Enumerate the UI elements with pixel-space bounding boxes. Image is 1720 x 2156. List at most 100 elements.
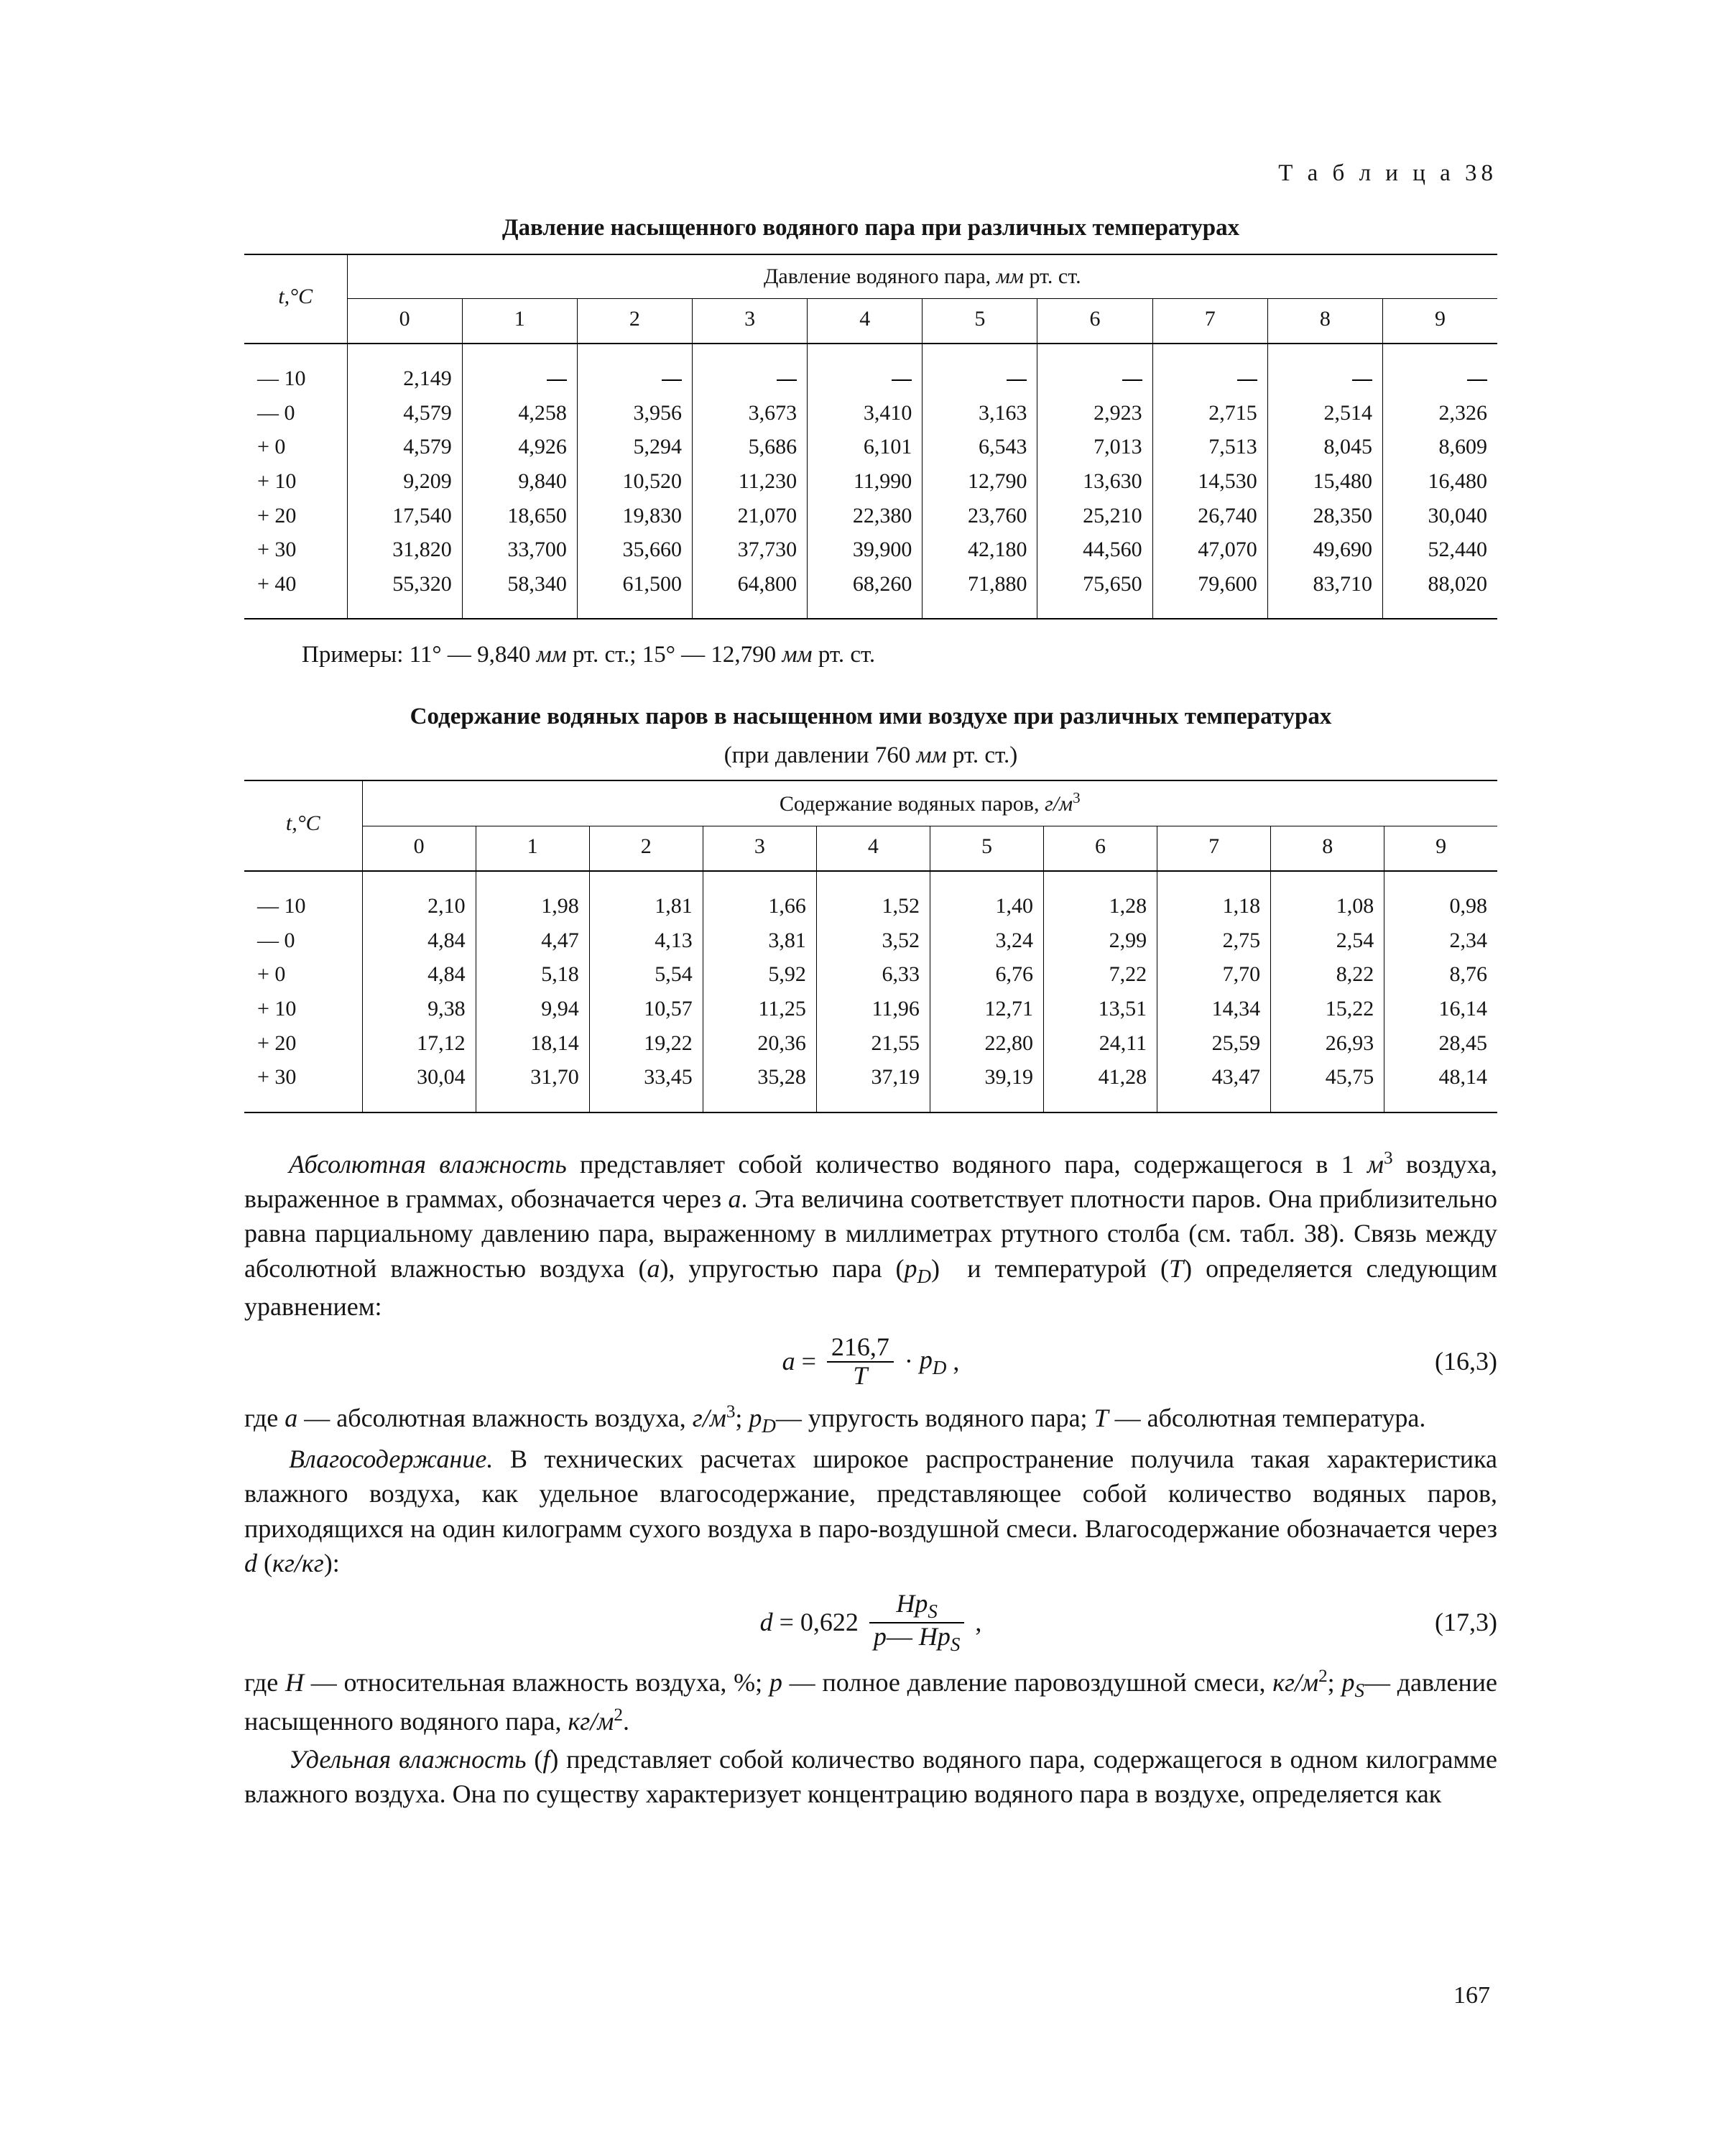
table-cell: 2,715 <box>1152 396 1267 430</box>
paragraph-2: где a — абсолютная влажность воздуха, г/… <box>244 1400 1497 1439</box>
table-row-label: + 30 <box>244 533 347 567</box>
table-cell: 12,71 <box>930 992 1043 1026</box>
table-row-label: + 0 <box>244 957 362 992</box>
table-cell: 3,24 <box>930 923 1043 958</box>
table-cell: 9,209 <box>347 464 462 499</box>
table-cell: 17,540 <box>347 499 462 533</box>
table-cell <box>1267 361 1382 396</box>
table-cell: 4,926 <box>462 430 577 464</box>
table-cell: 3,956 <box>577 396 692 430</box>
table-cell: 11,230 <box>693 464 808 499</box>
table-cell: 71,880 <box>923 567 1037 602</box>
table-cell: 75,650 <box>1037 567 1152 602</box>
table-cell: 3,410 <box>808 396 923 430</box>
table-row-label: — 0 <box>244 396 347 430</box>
table-cell <box>462 361 577 396</box>
table-cell: 21,55 <box>816 1026 930 1061</box>
table-cell: 14,530 <box>1152 464 1267 499</box>
table-cell: 4,579 <box>347 430 462 464</box>
table-cell: 9,840 <box>462 464 577 499</box>
table-cell: 7,22 <box>1044 957 1157 992</box>
table-cell: 83,710 <box>1267 567 1382 602</box>
table-cell: 16,14 <box>1384 992 1497 1026</box>
table-cell <box>923 361 1037 396</box>
table-cell: 1,40 <box>930 889 1043 923</box>
table-cell: 2,99 <box>1044 923 1157 958</box>
table-cell: 5,54 <box>589 957 703 992</box>
table1: t,°CДавление водяного пара, мм рт. ст.01… <box>244 254 1497 619</box>
table-cell: 8,045 <box>1267 430 1382 464</box>
table-cell: 2,149 <box>347 361 462 396</box>
table-cell: 11,990 <box>808 464 923 499</box>
table-cell: 0,98 <box>1384 889 1497 923</box>
table-cell: 1,52 <box>816 889 930 923</box>
table-cell: 5,18 <box>476 957 589 992</box>
table-row-label: + 0 <box>244 430 347 464</box>
table-row-label: + 10 <box>244 464 347 499</box>
paragraph-5: Удельная влажность (f) представляет собо… <box>244 1742 1497 1811</box>
table-cell: 61,500 <box>577 567 692 602</box>
table-row-label: + 30 <box>244 1060 362 1095</box>
table-cell: 21,070 <box>693 499 808 533</box>
table-cell: 4,84 <box>362 923 476 958</box>
table-cell: 52,440 <box>1382 533 1497 567</box>
table-cell: 24,11 <box>1044 1026 1157 1061</box>
table-cell: 58,340 <box>462 567 577 602</box>
table-cell: 3,673 <box>693 396 808 430</box>
table-cell: 35,660 <box>577 533 692 567</box>
table-cell: 30,04 <box>362 1060 476 1095</box>
table-cell: 16,480 <box>1382 464 1497 499</box>
table-cell: 6,33 <box>816 957 930 992</box>
table-cell: 43,47 <box>1157 1060 1271 1095</box>
table-cell: 30,040 <box>1382 499 1497 533</box>
table-cell: 37,19 <box>816 1060 930 1095</box>
table-row-label: — 0 <box>244 923 362 958</box>
table-cell: 5,92 <box>703 957 816 992</box>
paragraph-4: где H — относительная влажность воздуха,… <box>244 1664 1497 1739</box>
table-cell: 79,600 <box>1152 567 1267 602</box>
table-cell: 35,28 <box>703 1060 816 1095</box>
table-cell: 11,96 <box>816 992 930 1026</box>
table2-subtitle: (при давлении 760 мм рт. ст.) <box>244 740 1497 772</box>
table-cell: 19,22 <box>589 1026 703 1061</box>
table-cell: 48,14 <box>1384 1060 1497 1095</box>
table-cell: 4,13 <box>589 923 703 958</box>
table-cell: 1,18 <box>1157 889 1271 923</box>
table-cell: 9,38 <box>362 992 476 1026</box>
table-cell: 22,80 <box>930 1026 1043 1061</box>
table-cell: 6,101 <box>808 430 923 464</box>
table-cell: 1,98 <box>476 889 589 923</box>
table-cell: 14,34 <box>1157 992 1271 1026</box>
table-cell: 2,514 <box>1267 396 1382 430</box>
table-cell: 28,350 <box>1267 499 1382 533</box>
table-cell <box>1152 361 1267 396</box>
table-row-label: — 10 <box>244 361 347 396</box>
table-cell: 15,480 <box>1267 464 1382 499</box>
table-cell: 10,520 <box>577 464 692 499</box>
body-text: Абсолютная влажность представляет собой … <box>244 1146 1497 1811</box>
table-cell: 33,45 <box>589 1060 703 1095</box>
equation-1: a = 216,7T · pD , (16,3) <box>244 1334 1497 1390</box>
table-cell: 6,543 <box>923 430 1037 464</box>
table-cell: 23,760 <box>923 499 1037 533</box>
page: Т а б л и ц а 38 Давление насыщенного во… <box>0 0 1720 2156</box>
table-cell: 8,22 <box>1271 957 1384 992</box>
table-cell: 8,76 <box>1384 957 1497 992</box>
table-cell: 68,260 <box>808 567 923 602</box>
table-cell: 9,94 <box>476 992 589 1026</box>
table-cell: 49,690 <box>1267 533 1382 567</box>
table-cell: 1,28 <box>1044 889 1157 923</box>
table-cell: 10,57 <box>589 992 703 1026</box>
table-cell: 25,59 <box>1157 1026 1271 1061</box>
table-cell: 4,579 <box>347 396 462 430</box>
table-row-label: + 20 <box>244 1026 362 1061</box>
table-cell: 11,25 <box>703 992 816 1026</box>
table-cell: 25,210 <box>1037 499 1152 533</box>
table-cell: 5,294 <box>577 430 692 464</box>
table-cell: 6,76 <box>930 957 1043 992</box>
table-cell: 55,320 <box>347 567 462 602</box>
equation-2: d = 0,622 HpS p— HpS , (17,3) <box>244 1590 1497 1654</box>
table-cell: 88,020 <box>1382 567 1497 602</box>
table-cell: 3,163 <box>923 396 1037 430</box>
table-cell: 3,52 <box>816 923 930 958</box>
